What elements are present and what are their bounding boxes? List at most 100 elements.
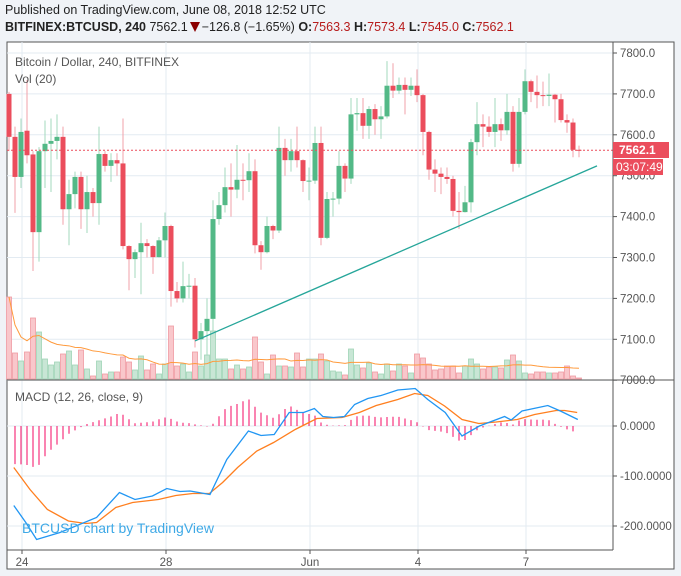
volume-bar <box>48 364 54 380</box>
candle-body <box>414 85 420 96</box>
candle <box>318 126 324 246</box>
candle-body <box>186 285 192 287</box>
price-tick-label: 7700.0 <box>620 89 655 101</box>
volume-bar <box>12 352 18 380</box>
volume-bar <box>234 364 240 380</box>
volume-bar <box>564 365 570 380</box>
candle <box>96 126 102 225</box>
trendline[interactable] <box>194 165 598 342</box>
candle-body <box>204 318 210 332</box>
watermark[interactable]: BTCUSD chart by TradingView <box>22 520 215 536</box>
volume-bar <box>18 360 24 380</box>
volume-bar <box>348 348 354 380</box>
candle-body <box>210 219 216 319</box>
candle <box>282 138 288 176</box>
candle <box>420 93 426 156</box>
volume-bar <box>270 354 276 380</box>
candle-body <box>60 136 66 210</box>
candle-body <box>102 154 108 166</box>
candle-body <box>126 246 132 260</box>
candle <box>126 245 132 291</box>
time-tick-label: 24 <box>16 557 29 569</box>
candle-body <box>30 154 36 233</box>
price-axis[interactable]: 7000.07100.07200.07300.07400.07500.07600… <box>613 48 655 387</box>
volume-bar <box>114 371 120 380</box>
candle-body <box>516 111 522 164</box>
candle <box>216 192 222 225</box>
volume-bar <box>258 361 264 380</box>
volume-bar <box>462 365 468 380</box>
candle-body <box>138 243 144 253</box>
volume-bar <box>558 371 564 380</box>
candle-body <box>570 122 576 150</box>
candle <box>174 282 180 303</box>
price-change: −126.8 (−1.65%) <box>201 20 295 34</box>
candle <box>114 153 120 176</box>
volume-bar <box>228 368 234 380</box>
volume-bar <box>468 358 474 380</box>
volume-bar <box>192 351 198 380</box>
candle <box>414 69 420 103</box>
candle <box>24 79 30 164</box>
candle-body <box>156 240 162 258</box>
candle-body <box>420 95 426 132</box>
macd-tick-label: -100.0000 <box>620 471 672 483</box>
volume-bar <box>384 363 390 380</box>
candle-body <box>222 187 228 206</box>
volume-bar <box>504 359 510 380</box>
candle-body <box>432 169 438 174</box>
candle-body <box>96 154 102 204</box>
candle-body <box>528 81 534 92</box>
price-tick-label: 7600.0 <box>620 130 655 142</box>
candle-body <box>132 252 138 260</box>
candle-body <box>318 142 324 238</box>
volume-bar <box>264 373 270 380</box>
candle-body <box>546 94 552 96</box>
candle-body <box>384 85 390 117</box>
candle <box>168 224 174 307</box>
candle <box>288 138 294 172</box>
volume-bar <box>102 373 108 380</box>
volume-bar <box>300 366 306 380</box>
candle <box>534 75 540 109</box>
candle <box>468 138 474 213</box>
price-tick-label: 7100.0 <box>620 334 655 346</box>
volume-bar <box>66 350 72 380</box>
candle <box>294 126 300 168</box>
volume-bar <box>414 353 420 380</box>
volume-bar <box>432 369 438 380</box>
candle <box>78 171 84 229</box>
last-price-tag-text: 7562.1 <box>619 143 656 157</box>
time-tick-label: 7 <box>523 557 529 569</box>
time-axis[interactable]: 24 28 Jun 4 7 <box>16 550 530 569</box>
low-label: L: <box>408 20 421 34</box>
volume-bar <box>438 368 444 380</box>
candle-body <box>18 131 24 177</box>
candle <box>210 200 216 332</box>
volume-bar <box>132 369 138 380</box>
candle-body <box>324 199 330 238</box>
candle-body <box>108 160 114 166</box>
macd-axis[interactable]: 0.0000 -100.0000 -200.0000 <box>613 421 672 533</box>
candle <box>186 273 192 299</box>
candle-body <box>240 179 246 181</box>
price-tick-label: 7200.0 <box>620 293 655 305</box>
candle-body <box>438 173 444 177</box>
candle-body <box>300 160 306 182</box>
volume-bar <box>54 361 60 380</box>
candle-body <box>144 243 150 247</box>
candle-body <box>216 205 222 220</box>
volume-bar <box>570 375 576 380</box>
candle <box>138 222 144 295</box>
volume-bar <box>108 371 114 380</box>
countdown-tag <box>613 159 663 175</box>
candle <box>258 241 264 270</box>
candle-body <box>378 116 384 120</box>
volume-bar <box>318 353 324 380</box>
candle-body <box>270 226 276 231</box>
candle-body <box>6 93 12 137</box>
candle-body <box>306 180 312 182</box>
volume-bar <box>180 363 186 380</box>
volume-bar <box>534 371 540 380</box>
